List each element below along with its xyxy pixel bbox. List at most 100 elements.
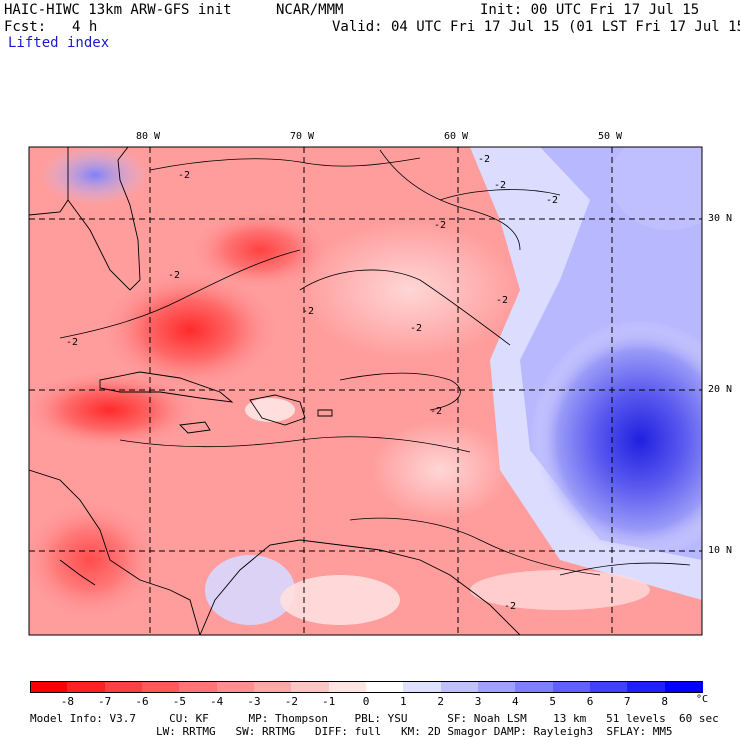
- colorbar-swatch: [440, 681, 479, 693]
- forecast-label: Fcst:: [4, 19, 47, 35]
- coast-central-america: [29, 469, 201, 635]
- unstable-core-central-america: [29, 500, 160, 620]
- coast-hispaniola: [249, 394, 306, 426]
- contour-label: -2: [434, 220, 446, 231]
- init-time: Init: 00 UTC Fri 17 Jul 15: [480, 2, 700, 18]
- colorbar-tick-label: 0: [362, 695, 370, 708]
- colorbar-tick-label: 4: [512, 695, 519, 708]
- lon-label-70w: 70 W: [290, 131, 315, 142]
- colorbar-swatch: [366, 681, 404, 693]
- pale-south-america: [280, 575, 400, 625]
- org-label: NCAR/MMM: [276, 2, 344, 18]
- colorbar-unit: °C: [696, 694, 709, 705]
- colorbar-swatch: [552, 681, 591, 693]
- colorbar-tick-label: 8: [661, 695, 668, 708]
- stable-north: [610, 147, 702, 230]
- stable-south-america: [205, 555, 295, 625]
- map-frame: [28, 146, 703, 636]
- colorbar-swatch: [664, 681, 703, 693]
- colorbar-swatch: [254, 681, 292, 693]
- pale-region-a: [300, 220, 520, 360]
- coast-florida: [67, 147, 141, 291]
- contour-label: -2: [410, 323, 422, 334]
- colorbar-swatch: [179, 681, 218, 693]
- contour-label: -2: [168, 270, 180, 281]
- coast-gulf: [29, 199, 69, 216]
- colorbar-swatch: [478, 681, 516, 693]
- colorbar-tick-label: 1: [400, 695, 407, 708]
- contour-label: -2: [66, 337, 78, 348]
- colorbar-tick-label: -7: [98, 695, 112, 708]
- model-info-line: Model Info: V3.7 CU: KF MP: Thompson PBL…: [30, 712, 719, 725]
- contour-label: -2: [504, 601, 516, 612]
- colorbar-swatch: [403, 681, 442, 693]
- lat-label-10n: 10 N: [708, 545, 733, 556]
- map-field: -2 -2 -2 -2 -2 -2 -2 -2 -2 -2 -2 -2: [29, 147, 702, 635]
- lat-lon-grid: [29, 147, 702, 635]
- unstable-core-north: [190, 210, 330, 290]
- model-title: HAIC-HIWC 13km ARW-GFS init: [4, 2, 232, 18]
- contour-i: [559, 562, 691, 576]
- coast-puerto-rico: [317, 409, 333, 417]
- colorbar-tick-label: 6: [586, 695, 594, 708]
- stable-core: [530, 320, 702, 560]
- colorbar-swatch: [328, 681, 367, 693]
- physics-info-line: LW: RRTMG SW: RRTMG DIFF: full KM: 2D Sm…: [156, 725, 673, 738]
- colorbar-swatch: [104, 681, 143, 693]
- contour-label: -2: [546, 195, 558, 206]
- colorbar-frame: [30, 681, 702, 693]
- colorbar-tick-label: -6: [135, 695, 149, 708]
- lon-label-50w: 50 W: [598, 131, 623, 142]
- lon-label-60w: 60 W: [444, 131, 469, 142]
- colorbar-tick-label: -5: [172, 695, 186, 708]
- colorbar-swatch: [142, 681, 180, 693]
- contour-label: -2: [478, 154, 490, 165]
- contour-g: [349, 517, 601, 576]
- colorbar-tick-label: 5: [549, 695, 556, 708]
- colorbar-swatch: [590, 681, 628, 693]
- contour-e: [339, 372, 461, 411]
- pale-region-b: [370, 420, 510, 520]
- contour-labels: -2 -2 -2 -2 -2 -2 -2 -2 -2 -2 -2 -2: [66, 154, 558, 612]
- colorbar-tick-label: -2: [284, 695, 298, 708]
- contour-b: [299, 269, 511, 346]
- contour-c: [439, 189, 561, 201]
- coast-jamaica: [179, 421, 211, 434]
- lat-label-30n: 30 N: [708, 213, 733, 224]
- contour-a: [149, 157, 421, 171]
- contour-label: -2: [430, 406, 442, 417]
- contour-label: -2: [302, 306, 314, 317]
- colorbar-tick-label: -8: [60, 695, 74, 708]
- colorbar-tick-label: -1: [322, 695, 336, 708]
- field-name: Lifted index: [8, 35, 110, 51]
- colorbar-tick-label: -4: [210, 695, 224, 708]
- colorbar-swatch: [30, 681, 68, 693]
- coast-south-america: [199, 539, 521, 635]
- valid-time: Valid: 04 UTC Fri 17 Jul 15 (01 LST Fri …: [332, 19, 740, 35]
- colorbar-tick-label: -3: [247, 695, 261, 708]
- coast-yucatan: [59, 559, 96, 586]
- colorbar-swatch: [515, 681, 554, 693]
- stable-florida: [40, 147, 150, 205]
- colorbar-tick-label: 3: [474, 695, 482, 708]
- contour-f: [119, 436, 471, 453]
- colorbar-tick-label: 7: [624, 695, 631, 708]
- contour-lines: [59, 149, 691, 576]
- colorbar-swatch: [627, 681, 666, 693]
- colorbar-swatch: [291, 681, 330, 693]
- lat-label-20n: 20 N: [708, 384, 733, 395]
- colorbar-tick-label: 2: [437, 695, 444, 708]
- forecast-hour: 4 h: [72, 19, 98, 35]
- colorbar-swatch: [216, 681, 255, 693]
- unstable-core-bahamas: [100, 270, 280, 390]
- contour-label: -2: [496, 295, 508, 306]
- lon-label-80w: 80 W: [136, 131, 161, 142]
- contour-h: [379, 149, 521, 251]
- colorbar-swatch: [67, 681, 106, 693]
- unstable-core-cuba: [29, 370, 200, 450]
- pale-region-c: [470, 570, 650, 610]
- contour-d: [59, 249, 301, 339]
- contour-label: -2: [178, 170, 190, 181]
- pale-hispaniola: [245, 398, 295, 422]
